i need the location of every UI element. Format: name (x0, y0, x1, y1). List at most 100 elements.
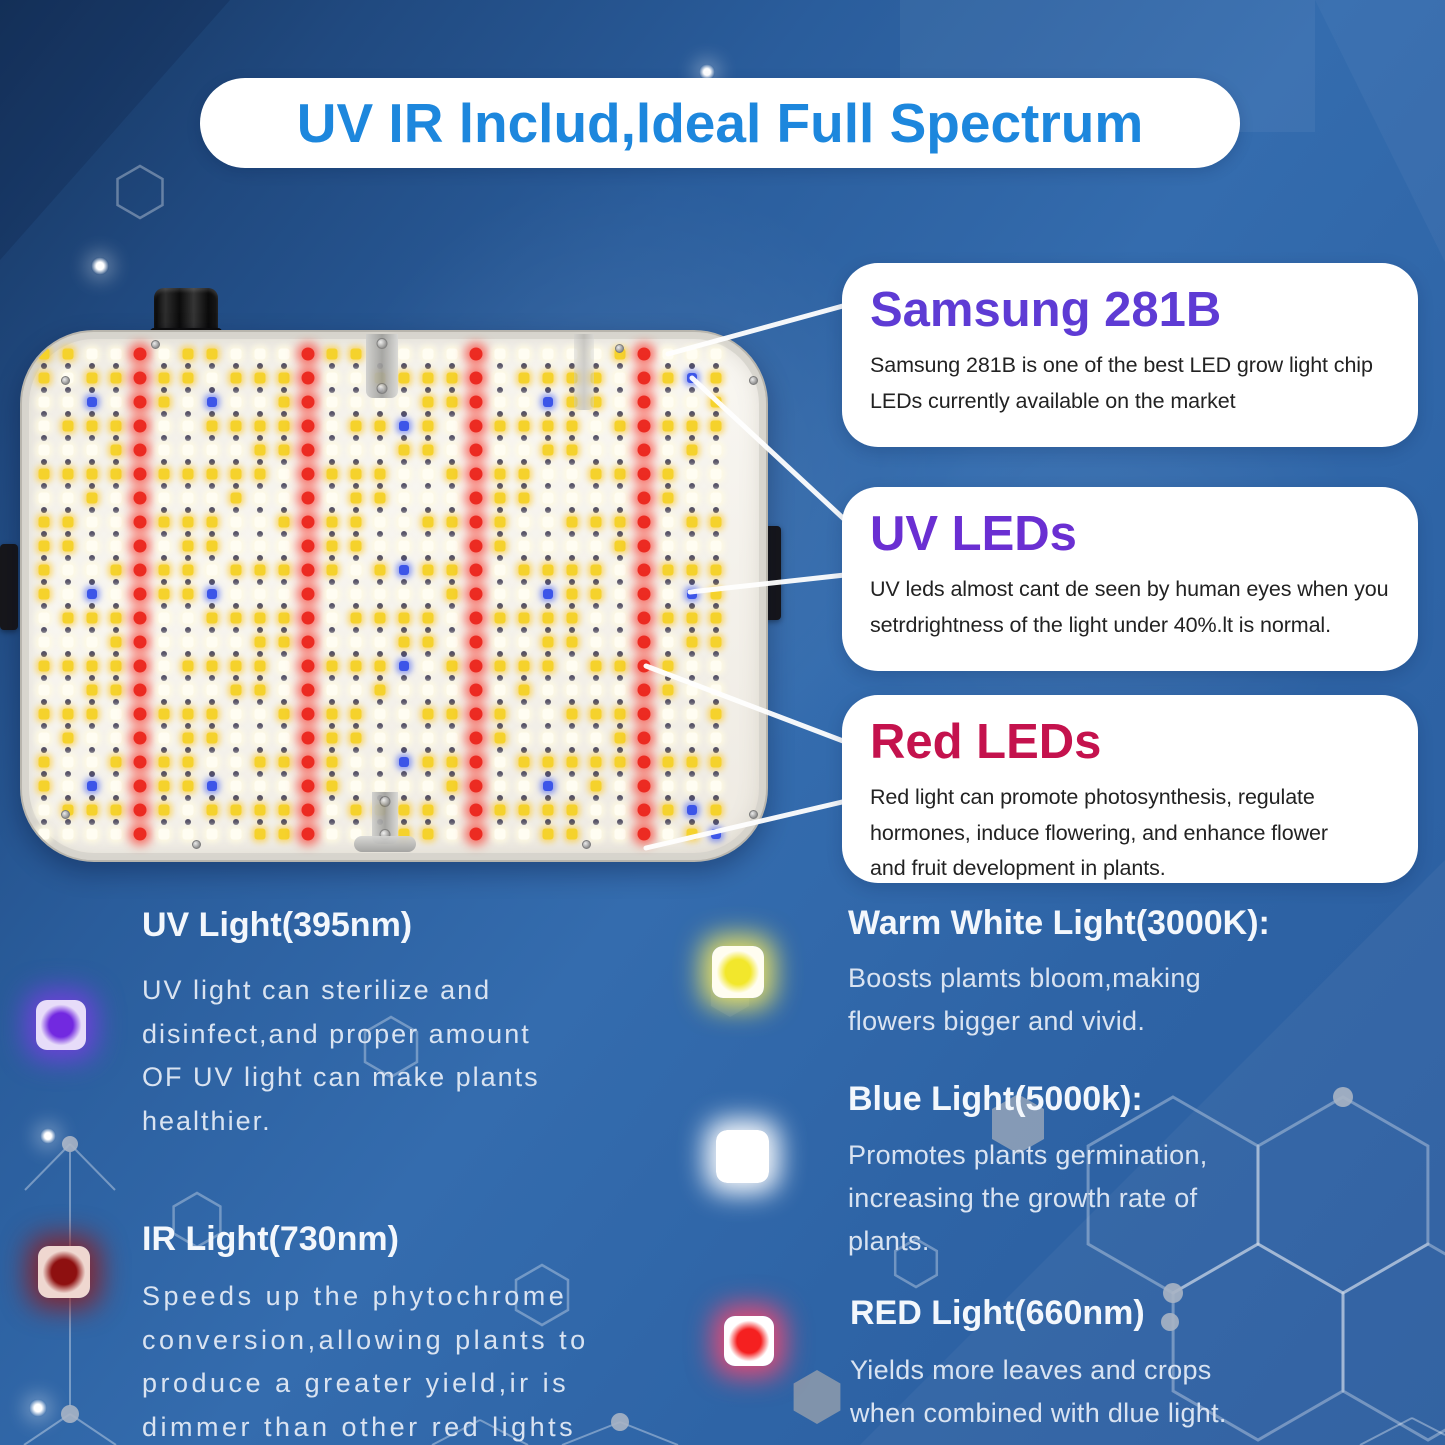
decor-dot (61, 1405, 79, 1423)
led (254, 372, 266, 384)
led (230, 708, 242, 720)
led (230, 468, 242, 480)
led (38, 516, 50, 528)
led-dot (209, 747, 215, 753)
led (637, 539, 651, 553)
led-dot (209, 675, 215, 681)
led (398, 468, 410, 480)
led (326, 756, 338, 768)
led (206, 468, 218, 480)
led-dot (89, 651, 95, 657)
led (158, 372, 170, 384)
led-dot (233, 483, 239, 489)
led-dot (353, 819, 359, 825)
led-dot (425, 363, 431, 369)
led (494, 420, 506, 432)
led-dot (233, 723, 239, 729)
led (374, 732, 386, 744)
warm-white-led-icon (712, 946, 764, 998)
led (637, 779, 651, 793)
led-dot (521, 819, 527, 825)
led-dot (617, 819, 623, 825)
led (158, 540, 170, 552)
led (422, 732, 434, 744)
led (38, 540, 50, 552)
led (133, 755, 147, 769)
led (206, 348, 218, 360)
led-dot (41, 531, 47, 537)
led-dot (521, 531, 527, 537)
led (422, 540, 434, 552)
led (206, 708, 218, 720)
led (542, 468, 554, 480)
led-dot (449, 459, 455, 465)
led-dot (377, 747, 383, 753)
led-dot (713, 627, 719, 633)
led-dot (449, 555, 455, 561)
led (86, 708, 98, 720)
led (301, 635, 315, 649)
led-dot (329, 483, 335, 489)
led-dot (185, 723, 191, 729)
led (350, 492, 362, 504)
led (710, 636, 722, 648)
led-dot (449, 435, 455, 441)
led-dot (353, 411, 359, 417)
led (614, 708, 626, 720)
led (398, 348, 410, 360)
led-dot (353, 675, 359, 681)
led-dot (425, 387, 431, 393)
led (374, 660, 386, 672)
led (133, 419, 147, 433)
led-dot (713, 387, 719, 393)
led-dot (521, 579, 527, 585)
led (86, 420, 98, 432)
led (301, 683, 315, 697)
led-dot (497, 771, 503, 777)
led-dot (713, 651, 719, 657)
led (710, 540, 722, 552)
led (326, 660, 338, 672)
led-dot (497, 795, 503, 801)
led-dot (185, 627, 191, 633)
led (301, 371, 315, 385)
led (301, 707, 315, 721)
led-dot (161, 675, 167, 681)
led (254, 588, 266, 600)
led-dot (329, 699, 335, 705)
led-dot (65, 771, 71, 777)
led-dot (449, 771, 455, 777)
led-dot (593, 555, 599, 561)
led (182, 708, 194, 720)
led (446, 348, 458, 360)
led-dot (593, 483, 599, 489)
led (254, 804, 266, 816)
led (542, 684, 554, 696)
led (446, 372, 458, 384)
led (566, 468, 578, 480)
led (206, 732, 218, 744)
led-dot (281, 387, 287, 393)
led (686, 420, 698, 432)
led (110, 564, 122, 576)
led-dot (89, 363, 95, 369)
led (278, 588, 290, 600)
led (86, 564, 98, 576)
led-dot (233, 819, 239, 825)
led (230, 780, 242, 792)
led (326, 564, 338, 576)
led-dot (209, 387, 215, 393)
led (206, 660, 218, 672)
led (590, 348, 602, 360)
led-dot (89, 531, 95, 537)
led-dot (569, 411, 575, 417)
led (133, 587, 147, 601)
led-dot (665, 675, 671, 681)
led-dot (593, 651, 599, 657)
led-dot (257, 603, 263, 609)
led (566, 516, 578, 528)
led (422, 804, 434, 816)
led-dot (329, 627, 335, 633)
led-dot (209, 555, 215, 561)
led-dot (113, 627, 119, 633)
